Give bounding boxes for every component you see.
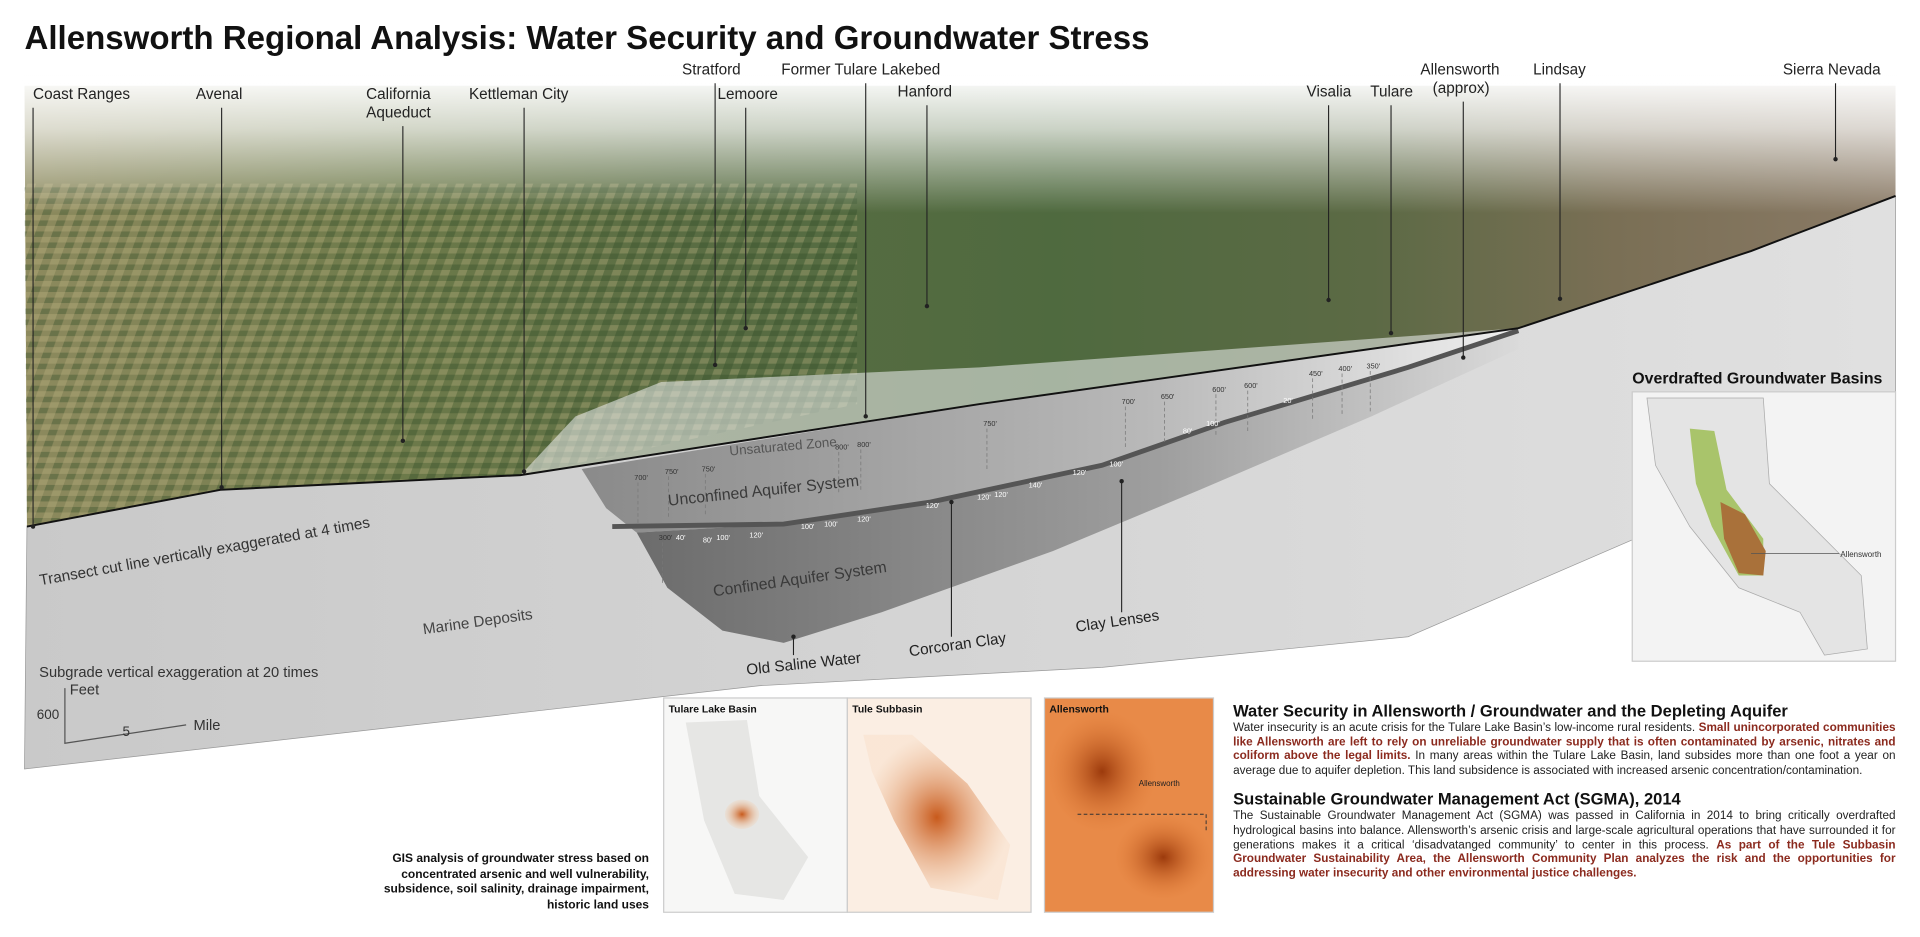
place-label: Former Tulare Lakebed [781,62,940,79]
leader-dot [521,469,527,474]
leader-dot [1326,297,1331,303]
depth-label: 800' [835,442,849,451]
text-sections: Water Security in Allensworth / Groundwa… [1233,702,1895,893]
depth-label: 750' [983,419,997,428]
leader-dot [743,325,748,331]
map-title: Allensworth [1049,705,1108,716]
place-label: Lemoore [718,86,778,103]
section-heading: Water Security in Allensworth / Groundwa… [1233,701,1788,721]
depth-label: 120' [749,531,763,540]
leader-dot [1119,479,1124,484]
leader-dot [949,499,954,505]
map-blob [724,799,760,829]
scale-value: 5 [122,724,129,739]
confined-aquifer [636,328,1519,643]
depth-label: 120' [994,490,1008,499]
tulare-basin [1720,502,1766,576]
depth-label: 650' [1161,392,1175,401]
scale-unit: Feet [70,682,99,698]
map-blob [1046,710,1158,833]
surface-line [26,195,1896,528]
place-label: Avenal [196,86,243,103]
leader-dot [30,524,36,529]
leader-dot [924,303,930,309]
caption: GIS analysis of groundwater stress based… [383,852,649,912]
body-run: In many areas within the Tulare Lake Bas… [1233,749,1896,778]
depth-label: 450' [1309,369,1323,378]
depth-label: 120' [857,515,871,524]
scale-value: 600 [37,707,59,722]
leader-dot [1461,355,1466,360]
leader-dot [1557,296,1563,301]
depth-label: 700' [634,473,648,482]
depth-label: 80' [703,535,713,544]
map-blob [863,734,1011,901]
corcoran-clay [612,328,1520,529]
body-run: Water insecurity is an acute crisis for … [1233,721,1699,735]
depth-label: 350' [1367,362,1381,371]
inset-title: Overdrafted Groundwater Basins [1632,370,1882,387]
depth-label: 100' [1206,419,1220,428]
place-label: Aqueduct [366,105,431,122]
body-run: The Sustainable Groundwater Management A… [1233,809,1896,852]
place-label: California [366,86,431,103]
leader-dot [712,362,718,368]
section-body: The Sustainable Groundwater Management A… [1233,810,1895,881]
place-label: Visalia [1307,84,1352,101]
depth-label: 140' [1029,480,1043,489]
depth-label: 750' [665,467,679,476]
leader-dot [791,634,796,639]
depth-label: 120' [926,501,940,510]
scale-unit: Mile [193,718,220,734]
inset-marker: Allensworth [1840,550,1881,559]
depth-label: 100' [716,533,730,542]
place-label: Allensworth [1420,62,1499,79]
depth-label: 100' [801,522,815,531]
body-run: As part of the Tule Subbasin Groundwater… [1233,838,1896,881]
leader-dot [400,438,406,444]
depth-label: 20' [1283,396,1293,405]
depth-label: 120' [1073,468,1087,477]
section-body: Water insecurity is an acute crisis for … [1233,721,1895,778]
depth-label: 600' [1212,385,1226,394]
scale-bar [64,688,187,744]
depth-label: 700' [1122,397,1136,406]
body-run: Small unincorporated communities like Al… [1233,721,1896,764]
leader-dot [1833,156,1838,162]
map-blob [1114,814,1213,901]
scale-note: Subgrade vertical exaggeration at 20 tim… [39,665,318,681]
map-boundary [1077,813,1207,833]
depth-label: 100' [824,520,838,529]
depth-label: 800' [857,440,871,449]
leader-dot [219,485,224,490]
title: Allensworth Regional Analysis: Water Sec… [24,20,1149,57]
depth-label: 40' [676,533,686,542]
leader-dot [1388,330,1394,336]
section-heading: Sustainable Groundwater Management Act (… [1233,790,1681,809]
depth-label: 600' [1244,381,1258,390]
place-label: Lindsay [1533,62,1586,79]
depth-label: 400' [1338,364,1352,373]
leader-dot [863,414,868,419]
depth-label: 100' [1109,460,1123,469]
depth-label: 300' [659,533,673,542]
depth-label: 750' [702,464,716,473]
depth-label: 80' [1183,426,1193,435]
unconfined-aquifer [581,328,1519,533]
place-label: Coast Ranges [33,86,130,103]
map-title: Tule Subbasin [852,705,922,716]
place-label: Stratford [682,62,741,79]
place-label: Kettleman City [469,86,569,103]
place-label: Hanford [898,84,952,101]
place-label: Sierra Nevada [1783,62,1881,79]
place-label: (approx) [1433,80,1490,97]
map-marker: Allensworth [1139,779,1180,788]
place-label: Tulare [1370,84,1413,101]
map-title: Tulare Lake Basin [669,705,757,716]
depth-label: 120' [977,493,991,502]
